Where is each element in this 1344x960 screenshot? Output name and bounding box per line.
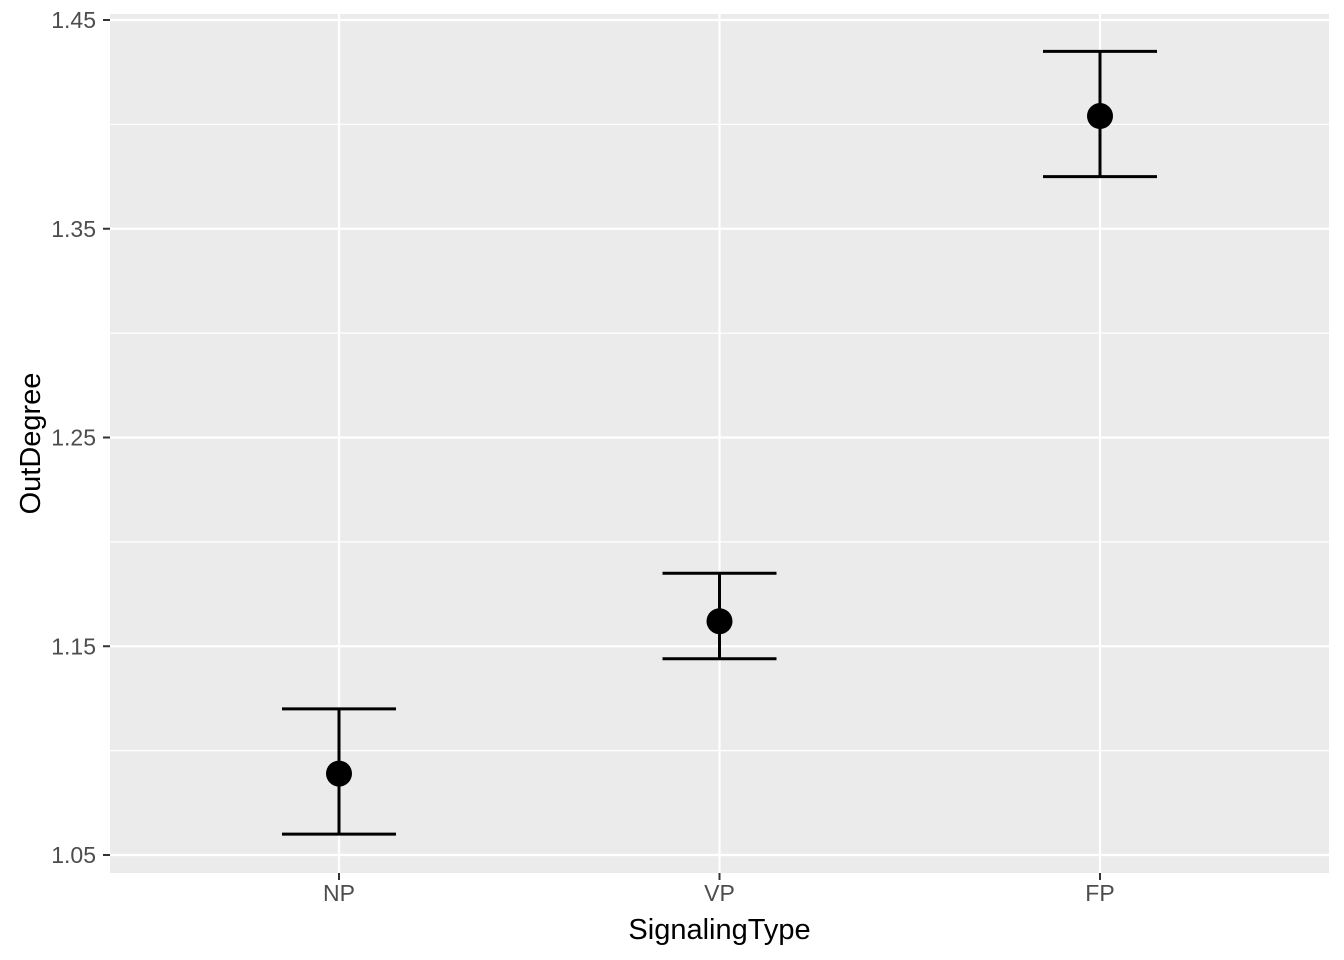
- data-layer: [282, 49, 1157, 836]
- y-tick-label: 1.35: [51, 216, 96, 242]
- x-tick-label-NP: NP: [323, 880, 355, 906]
- pointrange-VP: [662, 571, 777, 661]
- y-tick-label: 1.25: [51, 425, 96, 451]
- x-axis-title: SignalingType: [628, 914, 810, 946]
- mean-point: [1087, 103, 1113, 130]
- y-axis-title: OutDegree: [15, 373, 47, 515]
- x-tick-label-FP: FP: [1085, 880, 1114, 906]
- y-tick-label: 1.15: [51, 633, 96, 659]
- mean-point: [326, 760, 352, 787]
- axis-layer: 1.05 1.15 1.25 1.35 1.45 NP VP FP: [51, 7, 1114, 906]
- pointrange-FP: [1043, 49, 1157, 179]
- x-tick-label-VP: VP: [704, 880, 735, 906]
- y-tick-label: 1.45: [51, 7, 96, 33]
- mean-point: [706, 608, 733, 635]
- y-tick-label: 1.05: [51, 842, 96, 868]
- pointrange-NP: [282, 707, 396, 836]
